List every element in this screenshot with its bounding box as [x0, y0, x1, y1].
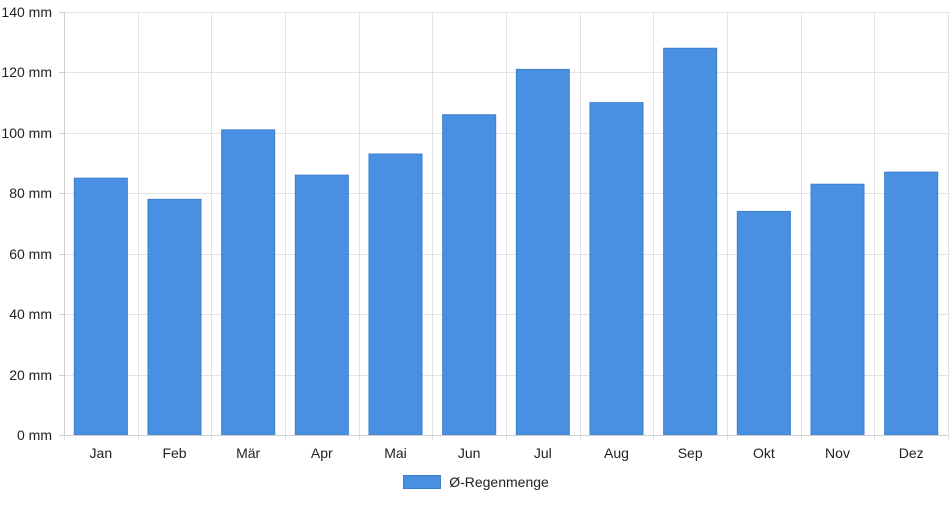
x-tick-label: Mai: [384, 445, 407, 461]
bar-aug: [589, 102, 644, 436]
y-tick-label: 60 mm: [9, 246, 52, 262]
bar-mär: [221, 129, 276, 436]
bar-nov: [810, 183, 865, 436]
x-tick-label: Jun: [458, 445, 481, 461]
x-tick-label: Dez: [899, 445, 924, 461]
x-tick-label: Okt: [753, 445, 775, 461]
bar-jun: [442, 114, 497, 436]
y-tick-label: 0 mm: [17, 427, 52, 443]
legend-label: Ø-Regenmenge: [449, 474, 549, 490]
x-tick-label: Aug: [604, 445, 629, 461]
bar-jul: [515, 68, 570, 436]
bar-series: [73, 47, 939, 436]
bar-jan: [73, 177, 128, 436]
y-tick-label: 140 mm: [1, 4, 52, 20]
y-tick-label: 100 mm: [1, 125, 52, 141]
y-tick-label: 120 mm: [1, 64, 52, 80]
tick-labels: 0 mm 20 mm 40 mm 60 mm 80 mm 100 mm 120 mm 140 …: [1, 4, 923, 461]
grid-lines: [64, 12, 949, 440]
bar-mai: [368, 153, 423, 436]
chart-legend: Ø-Regenmenge: [0, 470, 952, 494]
bar-dez: [884, 171, 939, 436]
x-tick-label: Mär: [236, 445, 260, 461]
x-tick-label: Sep: [678, 445, 703, 461]
y-tick-label: 80 mm: [9, 185, 52, 201]
x-tick-label: Jan: [90, 445, 113, 461]
x-tick-label: Jul: [534, 445, 552, 461]
y-tick-label: 40 mm: [9, 306, 52, 322]
x-tick-label: Nov: [825, 445, 850, 461]
x-tick-label: Apr: [311, 445, 333, 461]
bar-apr: [294, 174, 349, 436]
bar-okt: [736, 210, 791, 436]
y-tick-label: 20 mm: [9, 367, 52, 383]
x-tick-label: Feb: [162, 445, 186, 461]
bar-sep: [663, 47, 718, 436]
axes: [59, 12, 948, 436]
legend-swatch: [403, 475, 442, 489]
bar-feb: [147, 198, 202, 436]
